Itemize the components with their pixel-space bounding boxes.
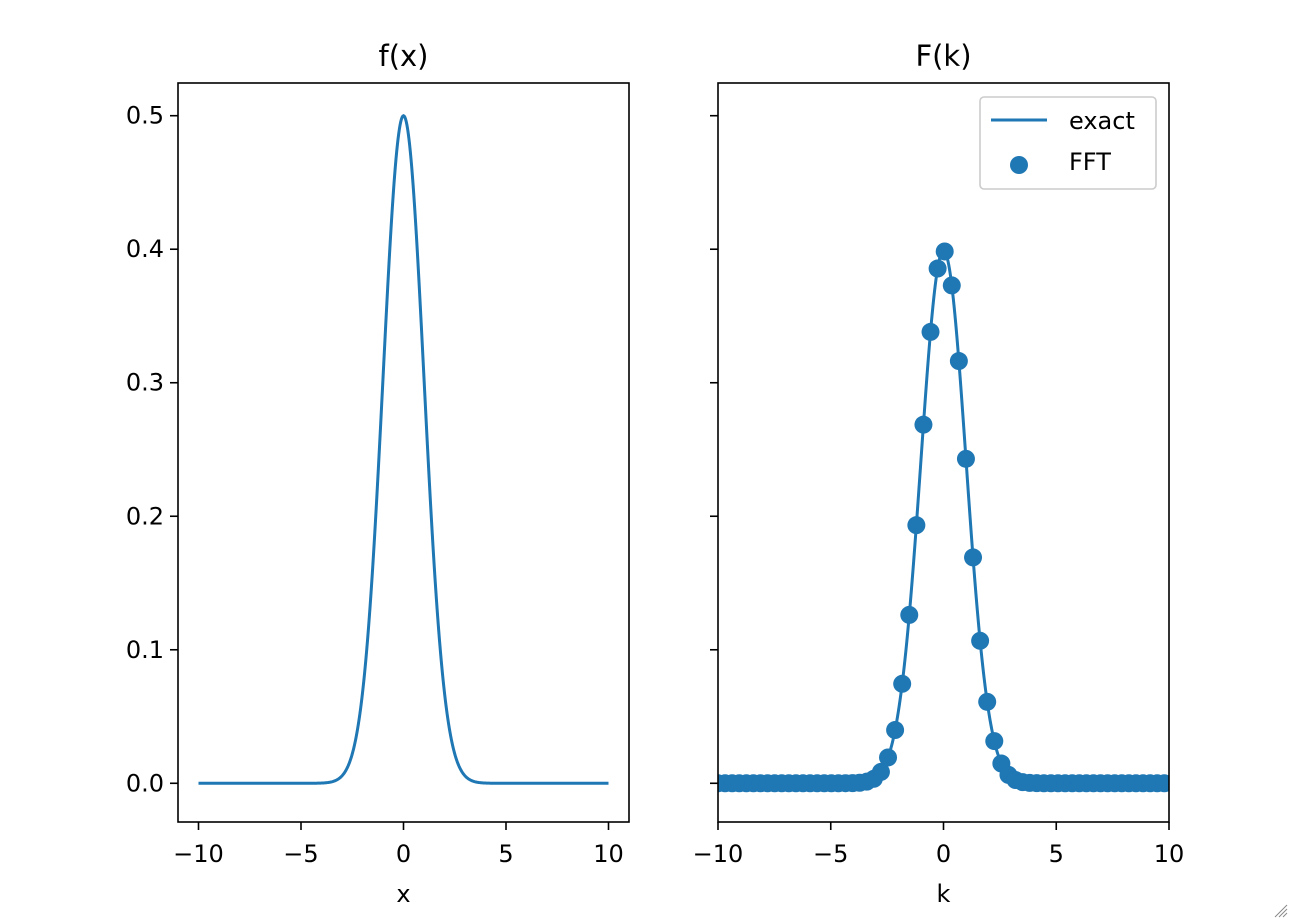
x-tick-label: −5 xyxy=(283,840,318,868)
fft-point xyxy=(900,605,919,624)
fft-point xyxy=(1155,774,1169,793)
x-tick-label: 10 xyxy=(1154,840,1185,868)
panel-Fk: F(k) −10 −5 0 5 10 k exact FFT xyxy=(693,39,1185,908)
fft-point xyxy=(971,631,990,650)
fft-point xyxy=(928,259,947,278)
fft-point xyxy=(949,352,968,371)
x-axis-label-Fk: k xyxy=(937,880,951,908)
fft-point xyxy=(886,721,905,740)
fft-point xyxy=(964,548,983,567)
resize-grip-icon[interactable] xyxy=(1274,904,1288,918)
x-tick-label: 5 xyxy=(498,840,513,868)
fft-point xyxy=(907,516,926,535)
x-tick-label: −10 xyxy=(173,840,224,868)
fft-point xyxy=(985,732,1004,751)
y-tick-label: 0.4 xyxy=(126,235,164,263)
fft-point xyxy=(879,748,898,767)
fft-point xyxy=(921,322,940,341)
y-tick-label: 0.0 xyxy=(126,769,164,797)
chart-title-fx: f(x) xyxy=(379,39,429,73)
y-tick-label: 0.1 xyxy=(126,636,164,664)
x-tick-label: 0 xyxy=(936,840,951,868)
chart-title-Fk: F(k) xyxy=(915,39,971,73)
plot-area-fx xyxy=(198,114,609,785)
fft-point xyxy=(942,276,961,295)
y-tick-label: 0.5 xyxy=(126,102,164,130)
x-tick-label: −5 xyxy=(813,840,848,868)
fft-point xyxy=(956,449,975,468)
x-tick-label: 5 xyxy=(1049,840,1064,868)
legend-exact-label: exact xyxy=(1069,107,1135,135)
panel-fx: f(x) −10 −5 0 5 10 0.0 0.1 0.2 0.3 0.4 0.5 x xyxy=(126,39,630,908)
ticks-Fk: −10 −5 0 5 10 xyxy=(693,114,1185,868)
x-axis-label-fx: x xyxy=(396,880,410,908)
axes-frame-fx xyxy=(177,82,630,823)
x-tick-label: 0 xyxy=(396,840,411,868)
ticks-fx: −10 −5 0 5 10 0.0 0.1 0.2 0.3 0.4 0.5 xyxy=(126,102,624,868)
fft-point xyxy=(871,762,890,781)
fft-point xyxy=(914,415,933,434)
y-tick-label: 0.2 xyxy=(126,502,164,530)
y-tick-label: 0.3 xyxy=(126,369,164,397)
series-line-exact xyxy=(718,249,1169,785)
x-tick-label: −10 xyxy=(693,840,744,868)
axes-frame-Fk xyxy=(717,82,1170,823)
plot-area-Fk xyxy=(718,242,1169,793)
fft-point xyxy=(978,692,997,711)
legend-fft-label: FFT xyxy=(1069,148,1111,176)
series-line xyxy=(198,114,609,785)
fft-point xyxy=(893,674,912,693)
legend-fft-swatch xyxy=(1010,156,1028,174)
x-tick-label: 10 xyxy=(593,840,624,868)
legend: exact FFT xyxy=(979,96,1157,190)
fft-point xyxy=(935,242,954,261)
